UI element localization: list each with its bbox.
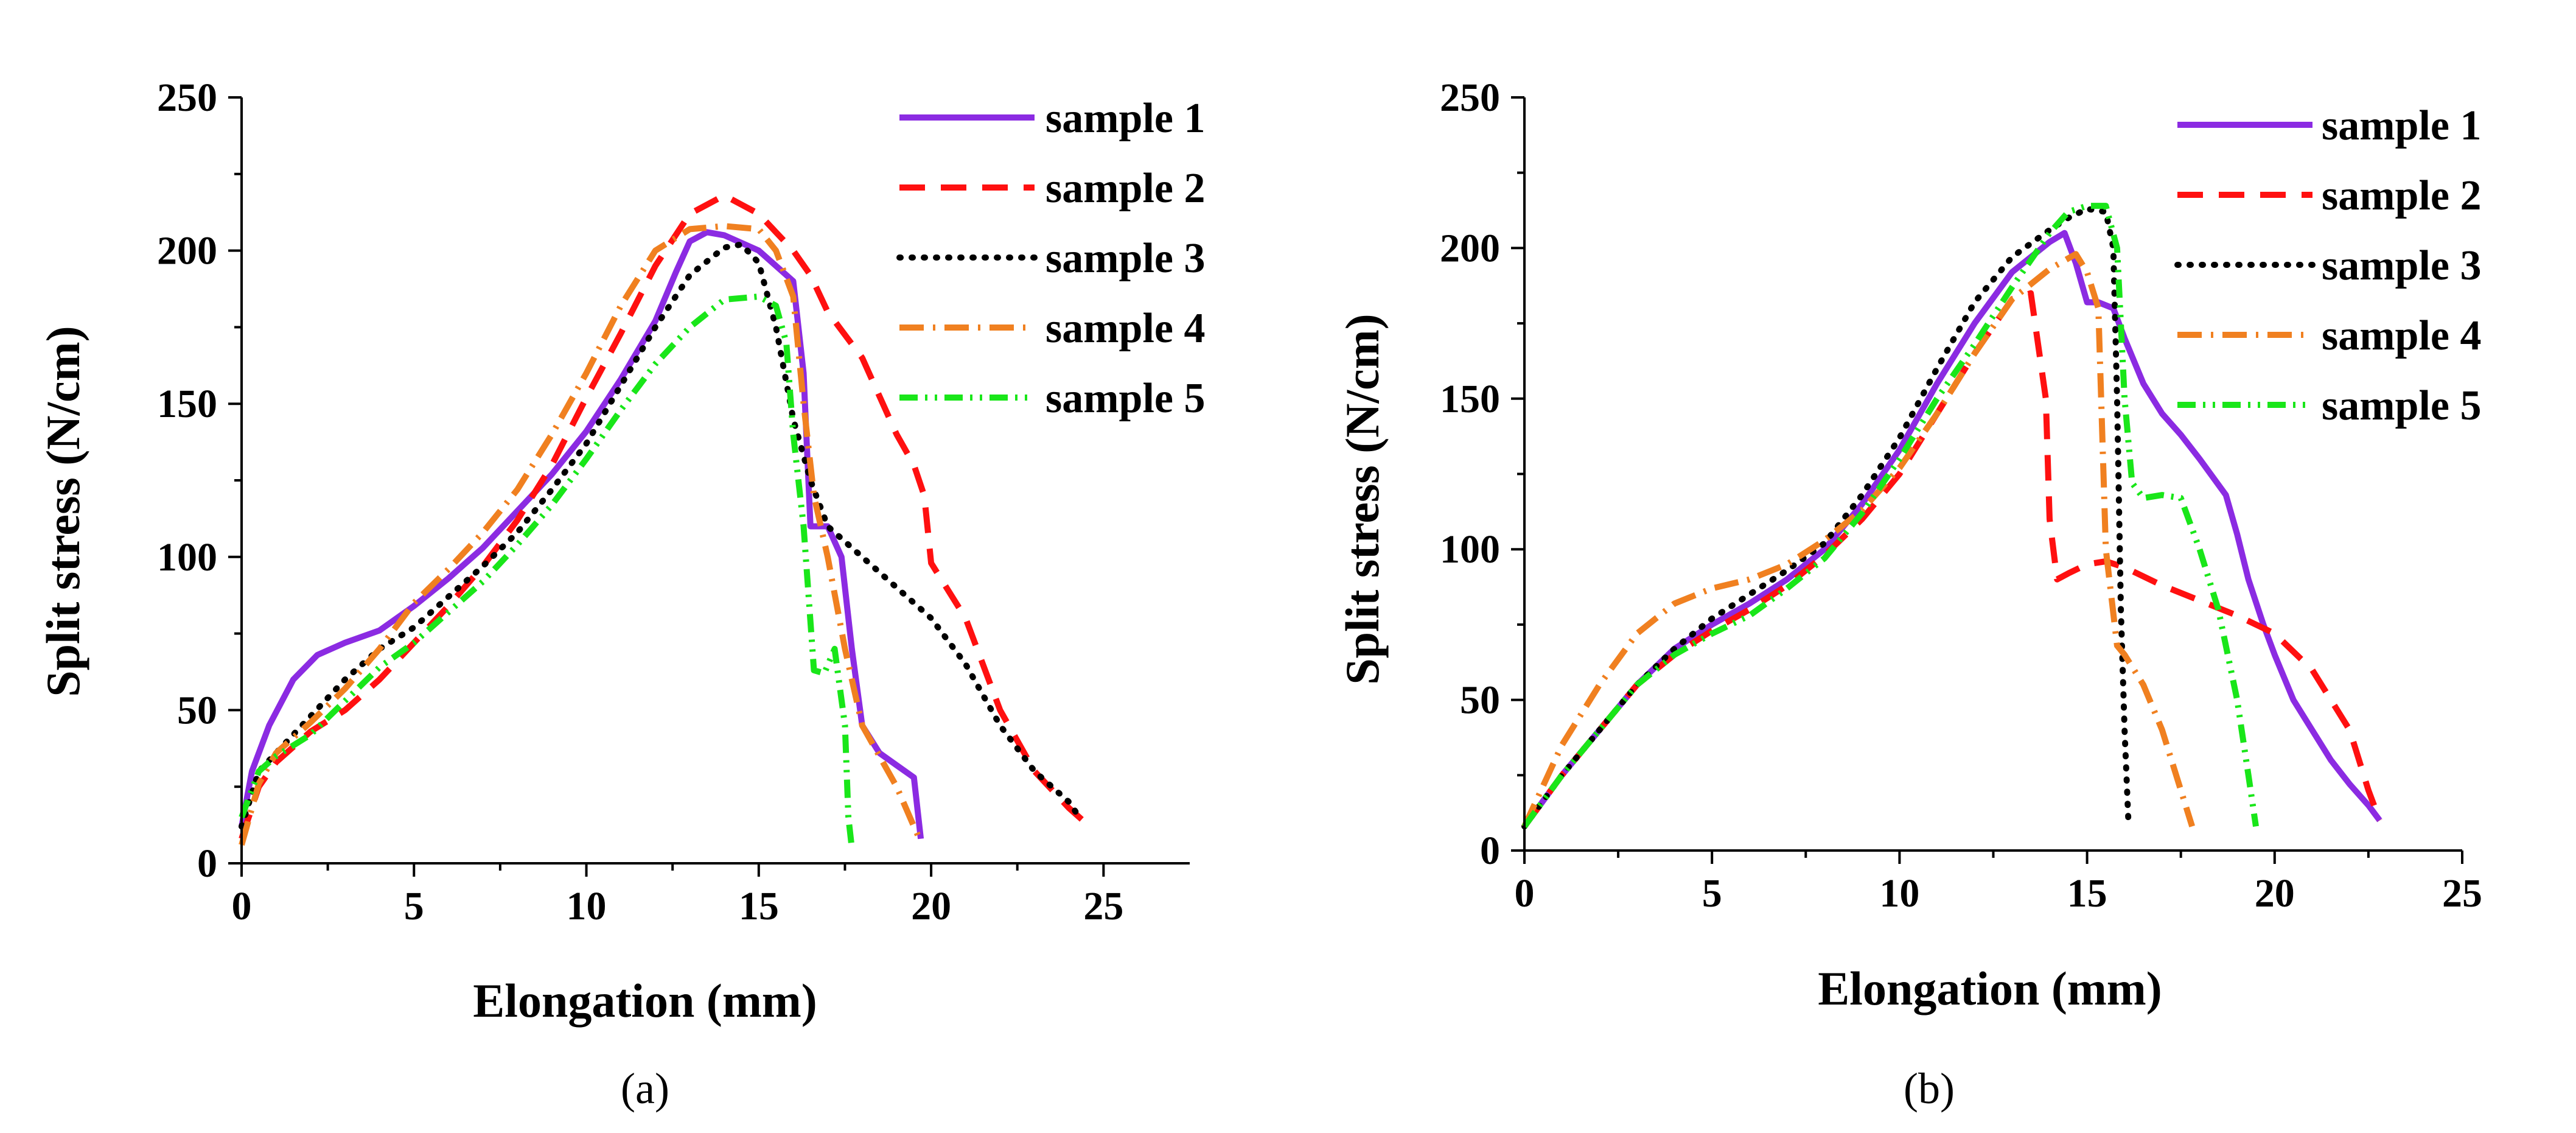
x-tick-label-a-5: 5 xyxy=(404,884,424,928)
plot-lines-b xyxy=(1521,203,2383,830)
x-tick-label-a-0: 0 xyxy=(232,884,252,928)
y-tick-label-a-100: 100 xyxy=(157,535,217,580)
x-tick-label-b-10: 10 xyxy=(1879,871,1919,916)
legend-label-a-2: sample 2 xyxy=(1045,165,1206,212)
series-line-a-5 xyxy=(239,293,855,849)
series-line-b-1 xyxy=(1521,230,2382,829)
series-line-a-1 xyxy=(239,229,924,840)
x-tick-label-b-25: 25 xyxy=(2442,871,2482,916)
legend-label-b-1: sample 1 xyxy=(2322,102,2482,149)
series-line-b-4 xyxy=(1521,251,2195,828)
series-line-b-5 xyxy=(1521,203,2259,829)
legend-label-a-3: sample 3 xyxy=(1045,235,1206,282)
legend-label-b-4: sample 4 xyxy=(2322,312,2482,359)
y-tick-label-b-0: 0 xyxy=(1480,829,1500,873)
caption-b: (b) xyxy=(1904,1064,1955,1113)
legend-label-b-5: sample 5 xyxy=(2322,382,2482,429)
y-tick-label-a-150: 150 xyxy=(157,382,217,426)
x-tick-label-a-20: 20 xyxy=(911,884,951,928)
series-line-a-3 xyxy=(239,241,1083,830)
legend-label-a-1: sample 1 xyxy=(1045,95,1206,142)
x-axis-title-a: Elongation (mm) xyxy=(473,974,817,1027)
x-tick-label-b-15: 15 xyxy=(2067,871,2107,916)
x-tick-label-b-20: 20 xyxy=(2255,871,2295,916)
y-tick-label-a-250: 250 xyxy=(157,75,217,120)
y-tick-label-b-100: 100 xyxy=(1440,527,1500,572)
series-line-a-4 xyxy=(239,223,924,846)
x-tick-label-b-0: 0 xyxy=(1515,871,1535,916)
y-tick-label-a-50: 50 xyxy=(177,688,217,732)
x-axis-title-b: Elongation (mm) xyxy=(1818,962,2162,1015)
y-tick-label-b-50: 50 xyxy=(1460,678,1500,723)
x-tick-label-a-25: 25 xyxy=(1083,884,1123,928)
y-tick-label-b-250: 250 xyxy=(1440,75,1500,120)
plot-lines-a xyxy=(239,192,1089,849)
y-axis-title-a: Split stress (N/cm) xyxy=(37,326,89,697)
legend-label-a-4: sample 4 xyxy=(1045,305,1206,352)
x-tick-label-b-5: 5 xyxy=(1702,871,1722,916)
y-axis-title-b: Split stress (N/cm) xyxy=(1336,314,1389,685)
series-line-b-2 xyxy=(1521,290,2383,829)
y-tick-label-a-0: 0 xyxy=(197,841,217,886)
legend-label-a-5: sample 5 xyxy=(1045,375,1206,422)
y-tick-label-a-200: 200 xyxy=(157,229,217,273)
x-tick-label-a-10: 10 xyxy=(567,884,607,928)
y-tick-label-b-150: 150 xyxy=(1440,377,1500,421)
legend-label-b-3: sample 3 xyxy=(2322,242,2482,289)
legend-label-b-2: sample 2 xyxy=(2322,172,2482,219)
series-line-b-3 xyxy=(1521,206,2132,830)
y-tick-label-b-200: 200 xyxy=(1440,226,1500,270)
series-line-a-2 xyxy=(239,192,1089,840)
x-tick-label-a-15: 15 xyxy=(739,884,779,928)
legend-b: sample 1 sample 2 sample 3 sample 4 sample 5 xyxy=(2174,102,2482,429)
axes-a xyxy=(240,97,1190,865)
legend-a: sample 1 sample 2 sample 3 sample 4 sample 5 xyxy=(896,95,1206,422)
caption-a: (a) xyxy=(621,1064,669,1113)
